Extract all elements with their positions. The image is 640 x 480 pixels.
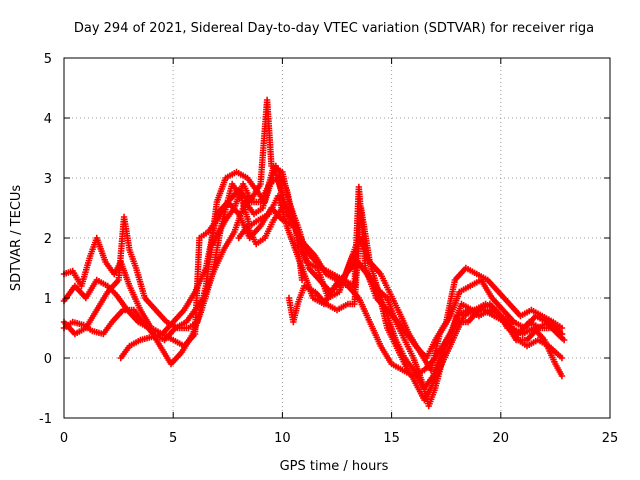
grid-lines: [64, 58, 610, 418]
series-track-d: [60, 162, 568, 374]
y-tick-label: 5: [44, 52, 52, 67]
y-axis-label: SDTVAR / TECUs: [9, 185, 24, 292]
data-point: [279, 204, 286, 212]
tick-labels: 0 5 10 15 20 25 -1 0 1 2 3 4 5: [39, 52, 618, 446]
x-tick-label: 0: [60, 431, 68, 446]
x-tick-label: 5: [169, 431, 177, 446]
chart-title: Day 294 of 2021, Sidereal Day-to-day VTE…: [74, 21, 594, 36]
series-track-b: [60, 180, 566, 392]
data-point: [558, 330, 566, 338]
y-tick-label: -1: [39, 412, 52, 427]
series-track-g: [209, 174, 306, 284]
x-tick-label: 20: [493, 431, 510, 446]
series-track-f: [285, 204, 566, 404]
data-point: [558, 324, 566, 332]
y-tick-label: 1: [44, 292, 52, 307]
series-track-h: [235, 204, 286, 248]
data-point: [558, 372, 566, 380]
y-tick-label: 3: [44, 172, 52, 187]
data-point: [558, 354, 566, 362]
x-tick-label: 10: [274, 431, 291, 446]
data-marks: [60, 96, 568, 410]
axis-ticks: [63, 57, 611, 419]
y-tick-label: 4: [44, 112, 52, 127]
data-point: [298, 276, 306, 284]
x-tick-label: 25: [602, 431, 619, 446]
data-point: [560, 336, 568, 344]
y-tick-label: 0: [44, 352, 52, 367]
x-axis-label: GPS time / hours: [280, 459, 389, 474]
y-tick-label: 2: [44, 232, 52, 247]
x-tick-label: 15: [383, 431, 400, 446]
